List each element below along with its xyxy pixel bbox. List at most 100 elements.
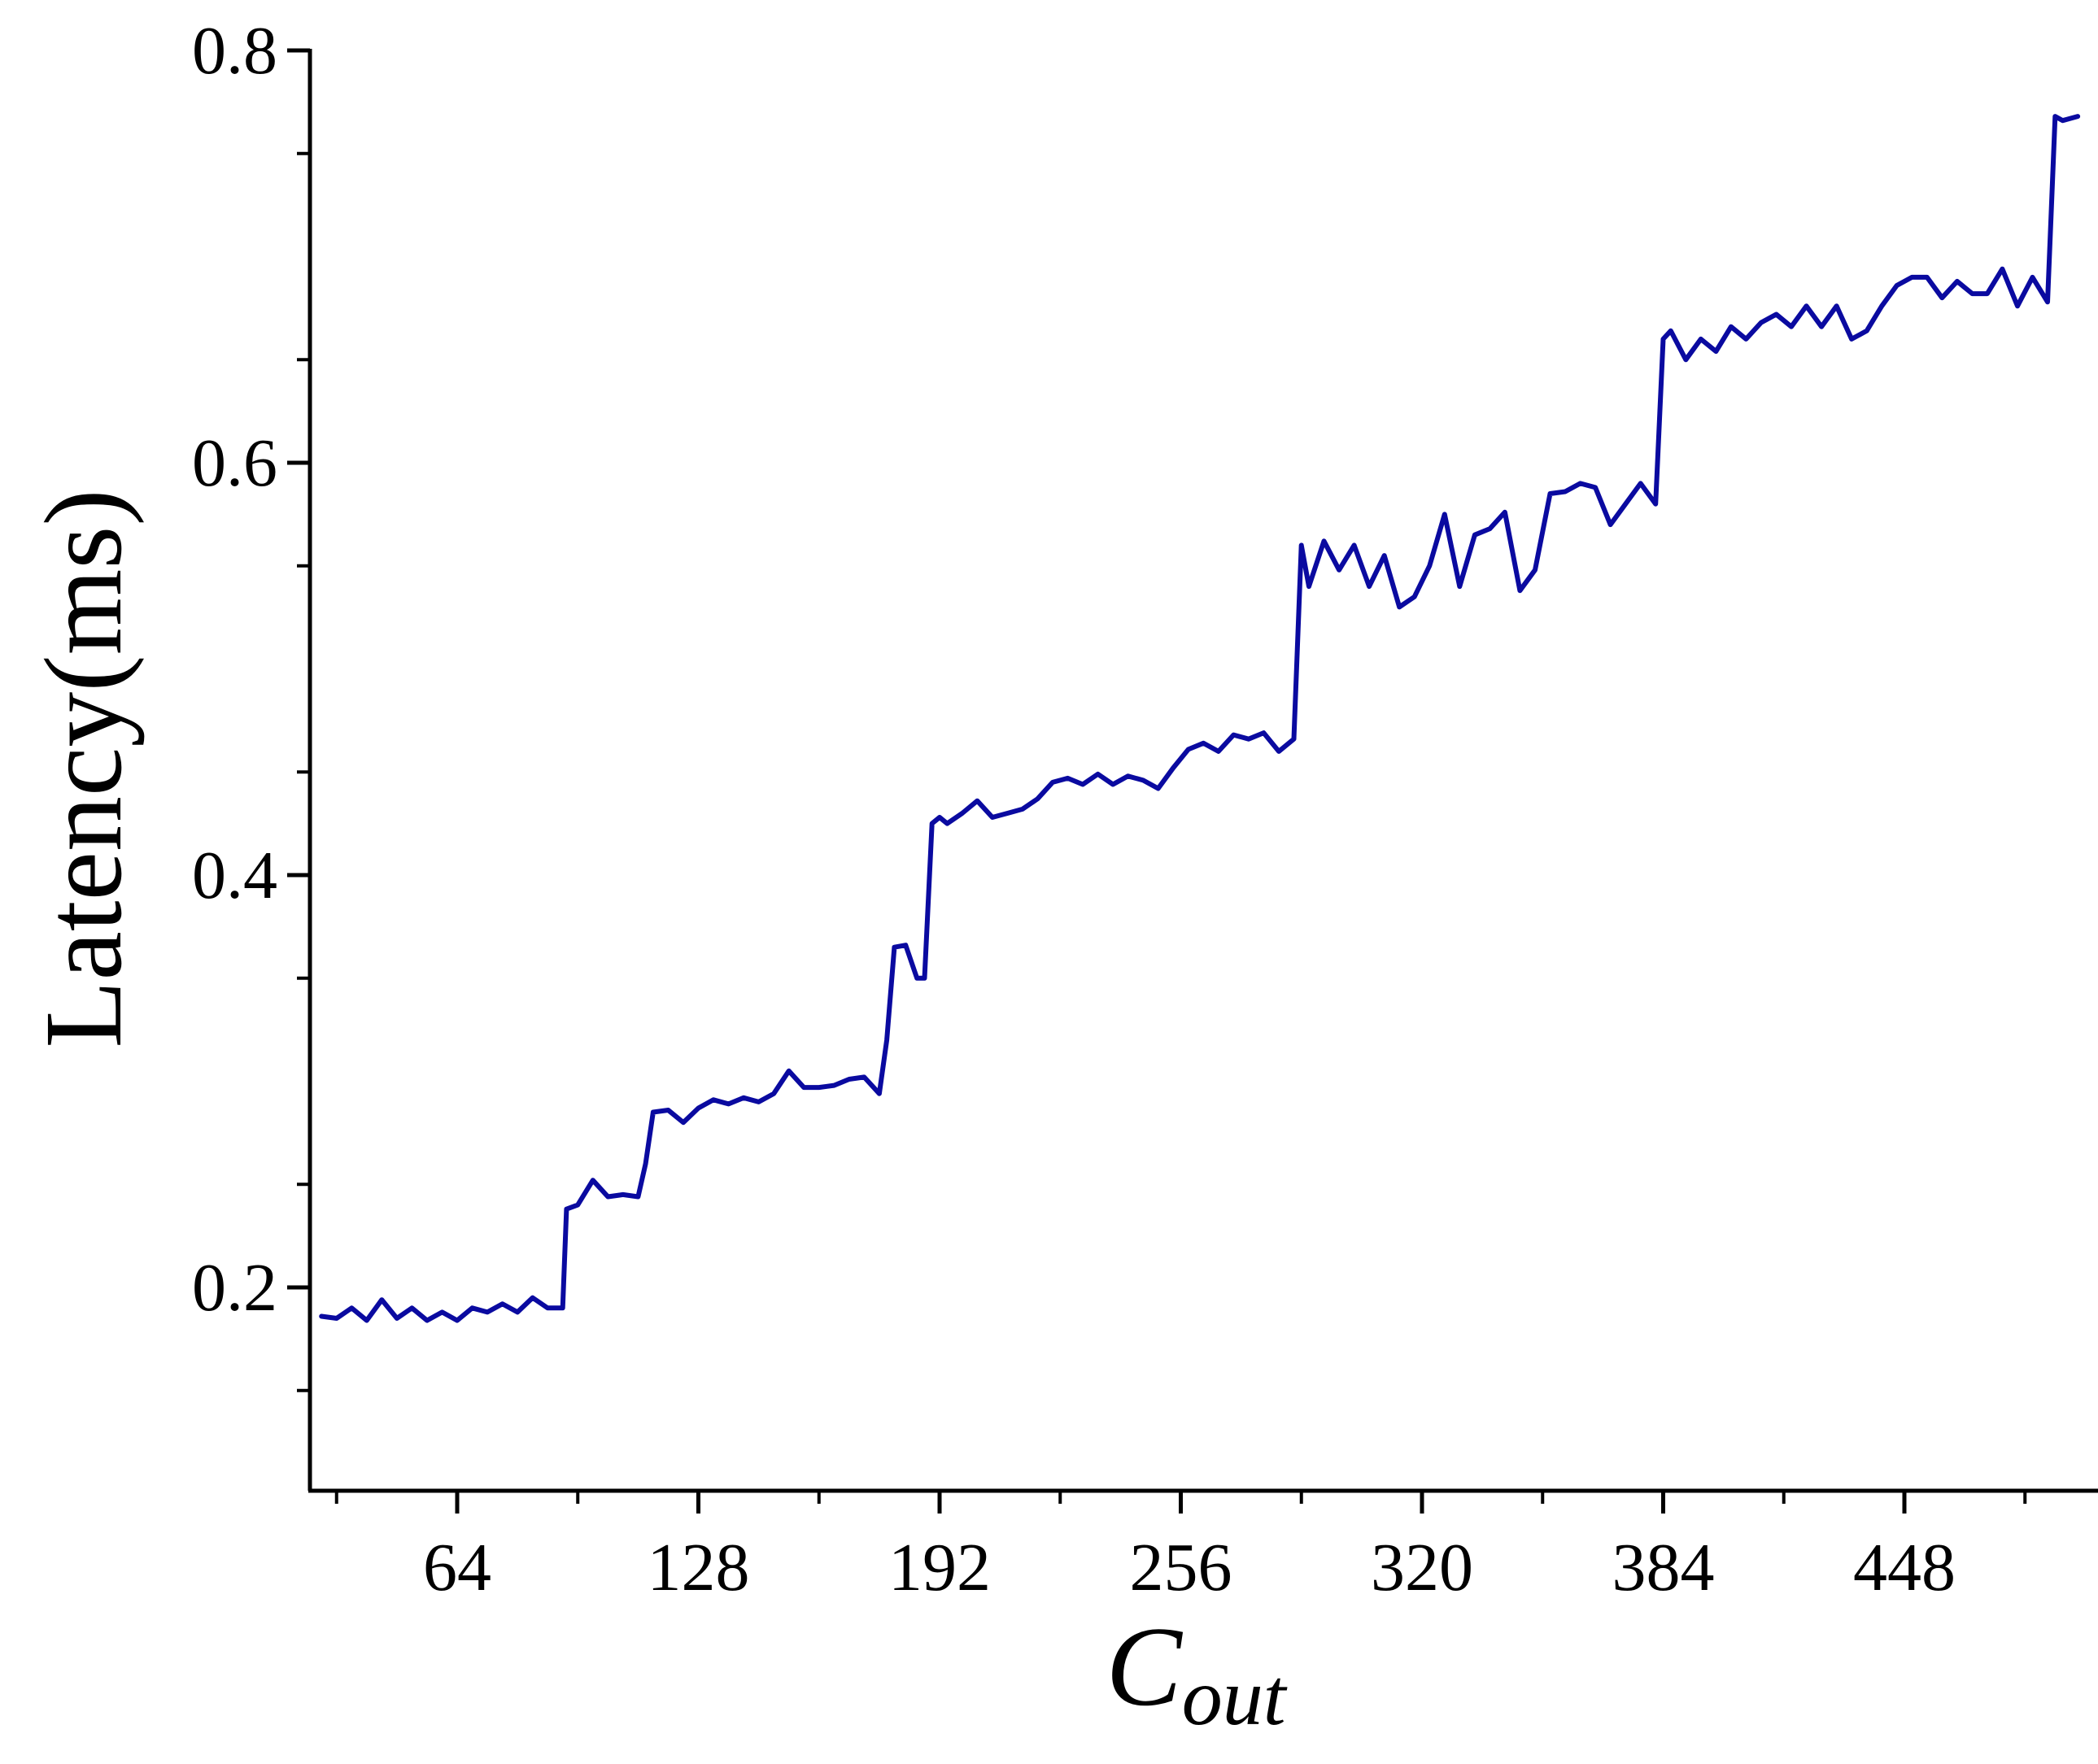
data-point: [2000, 268, 2004, 271]
data-point: [757, 1100, 761, 1104]
data-point: [565, 1208, 568, 1211]
data-point: [1488, 527, 1491, 530]
data-point: [1790, 325, 1793, 329]
data-point: [945, 822, 949, 825]
data-point: [961, 812, 964, 815]
data-point: [1594, 486, 1597, 489]
y-tick-label: 0.8: [192, 13, 277, 89]
x-tick-label: 384: [1612, 1530, 1714, 1605]
data-point: [904, 943, 907, 947]
data-point: [1383, 554, 1386, 557]
axes: 0.2 0.4 0.6 0.8 64 128 192 256 320 384 448: [192, 13, 2098, 1605]
data-point: [1744, 338, 1747, 341]
data-point: [892, 946, 896, 949]
data-point: [1367, 585, 1371, 588]
data-point: [471, 1306, 474, 1309]
data-point: [2061, 119, 2065, 122]
data-point: [727, 1102, 731, 1105]
data-point: [1337, 568, 1341, 572]
data-point: [335, 1317, 338, 1320]
data-point: [486, 1310, 489, 1313]
data-point: [802, 1086, 805, 1089]
data-point: [1141, 778, 1145, 782]
data-point: [1300, 543, 1303, 547]
data-point: [2031, 276, 2035, 279]
series-line: [319, 114, 2081, 1323]
data-point: [938, 816, 941, 819]
data-point: [561, 1306, 565, 1309]
data-point: [1277, 750, 1280, 753]
data-point: [697, 1107, 700, 1110]
data-point: [682, 1121, 685, 1124]
data-point: [1051, 781, 1054, 784]
x-tick-label: 448: [1853, 1530, 1956, 1605]
data-point: [395, 1317, 399, 1320]
data-point: [622, 1193, 625, 1196]
data-point: [2076, 115, 2079, 118]
data-point: [862, 1075, 866, 1078]
data-point: [1262, 731, 1265, 734]
data-point: [365, 1319, 369, 1322]
data-point: [636, 1196, 639, 1199]
data-point: [1127, 774, 1130, 777]
data-point: [1662, 338, 1665, 341]
data-point: [1293, 738, 1296, 741]
data-point: [1353, 543, 1356, 547]
data-point: [1413, 595, 1416, 599]
x-axis-label-subscript: out: [1182, 1652, 1288, 1742]
data-point: [1926, 276, 1929, 279]
data-point: [606, 1196, 609, 1199]
data-point: [501, 1302, 504, 1305]
data-point: [1111, 783, 1114, 786]
data-point: [1895, 284, 1899, 287]
data-point: [1684, 358, 1687, 361]
data-point: [1066, 777, 1070, 780]
data-point: [915, 977, 918, 980]
data-point: [531, 1296, 534, 1300]
data-point: [787, 1069, 791, 1073]
x-axis-label-main: C: [1106, 1604, 1183, 1730]
data-point: [772, 1092, 775, 1095]
data-point: [1624, 503, 1627, 506]
data-point: [1970, 292, 1974, 295]
data-point: [1609, 523, 1612, 526]
data-point: [1533, 568, 1537, 572]
data-point: [1323, 539, 1326, 542]
data-point: [425, 1319, 429, 1322]
data-point: [1097, 773, 1100, 776]
data-point: [644, 1162, 648, 1165]
data-point: [1714, 350, 1717, 353]
data-point: [1202, 742, 1205, 745]
data-point: [2016, 304, 2019, 307]
x-tick-label: 128: [647, 1530, 749, 1605]
data-point: [350, 1306, 353, 1309]
data-point: [441, 1310, 444, 1313]
data-point: [1940, 296, 1943, 299]
data-point: [546, 1306, 549, 1309]
data-point: [1171, 766, 1175, 769]
data-point: [1503, 511, 1507, 514]
data-point: [1699, 338, 1703, 341]
data-point: [380, 1298, 383, 1301]
data-point: [1729, 325, 1733, 329]
data-point: [1473, 534, 1476, 537]
data-point: [576, 1204, 579, 1207]
y-axis-label: Latency(ms): [23, 489, 145, 1048]
data-point: [1443, 512, 1446, 516]
data-point: [320, 1315, 323, 1318]
data-point: [1669, 329, 1673, 333]
data-point: [923, 977, 927, 980]
data-point: [878, 1092, 881, 1095]
data-point: [666, 1108, 670, 1112]
x-tick-label: 192: [888, 1530, 991, 1605]
data-point: [1518, 589, 1521, 592]
data-point: [1880, 304, 1883, 307]
data-point: [1458, 585, 1461, 588]
data-point: [1157, 787, 1160, 791]
axis-labels: Latency(ms) Cout: [23, 489, 1288, 1742]
y-tick-label: 0.2: [192, 1250, 277, 1326]
x-tick-label: 256: [1129, 1530, 1232, 1605]
data-point: [1217, 750, 1220, 753]
data-point: [1081, 783, 1084, 786]
